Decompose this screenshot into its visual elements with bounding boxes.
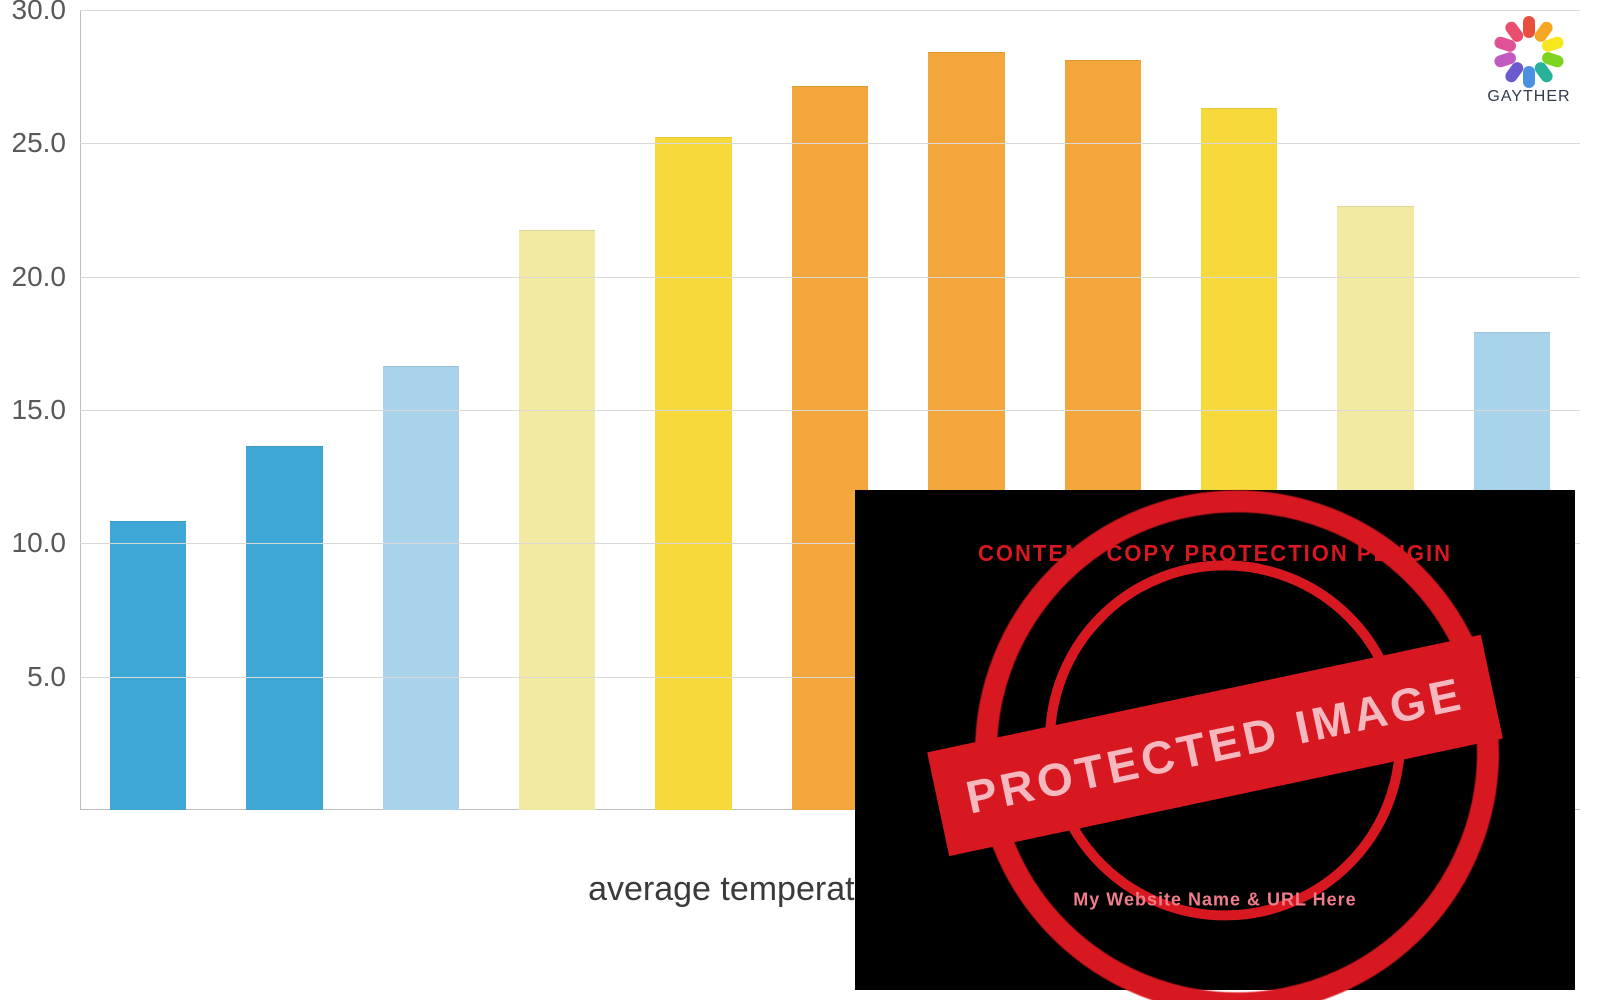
grid-line — [80, 410, 1580, 411]
y-tick-label: 20.0 — [12, 261, 81, 293]
bar — [383, 366, 459, 810]
brand-logo: GAYTHER — [1484, 20, 1574, 106]
protected-stamp-icon: CONTENT COPY PROTECTION PLUGIN PROTECTED… — [975, 490, 1455, 970]
protection-overlay: CONTENT COPY PROTECTION PLUGIN PROTECTED… — [855, 490, 1575, 990]
bar — [519, 230, 595, 810]
stamp-arc-top-text: CONTENT COPY PROTECTION PLUGIN — [975, 540, 1455, 567]
grid-line — [80, 277, 1580, 278]
canvas: 5.010.015.020.025.030.0 average temperat… — [0, 0, 1600, 1000]
bar — [655, 137, 731, 810]
bar — [110, 521, 186, 810]
y-tick-label: 10.0 — [12, 527, 81, 559]
grid-line — [80, 10, 1580, 11]
petal-icon — [1523, 16, 1535, 38]
petal-icon — [1523, 66, 1535, 88]
y-tick-label: 15.0 — [12, 394, 81, 426]
y-tick-label: 25.0 — [12, 127, 81, 159]
y-tick-label: 5.0 — [27, 661, 80, 693]
bar — [246, 446, 322, 810]
stamp-arc-bottom-text: My Website Name & URL Here — [975, 889, 1455, 910]
brand-name: GAYTHER — [1484, 88, 1574, 106]
flower-icon — [1497, 20, 1561, 84]
y-tick-label: 30.0 — [12, 0, 81, 26]
grid-line — [80, 143, 1580, 144]
